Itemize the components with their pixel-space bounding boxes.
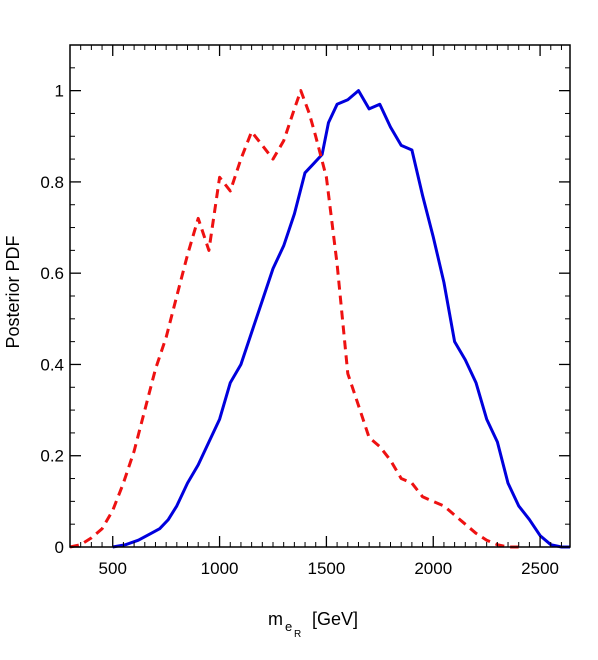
x-tick-label: 2500 xyxy=(521,559,559,578)
y-axis-label: Posterior PDF xyxy=(3,235,23,348)
y-tick-label: 0.4 xyxy=(40,355,64,374)
x-axis-label-main: m xyxy=(268,609,283,629)
y-tick-label: 0.8 xyxy=(40,173,64,192)
tick-labels-layer: 500 1000 1500 2000 2500 0 0.2 0.4 0.6 0.8 1 xyxy=(40,82,559,578)
solid-blue-curve xyxy=(112,89,570,549)
y-tick-label: 0.2 xyxy=(40,447,64,466)
x-axis-label-unit: [GeV] xyxy=(312,609,358,629)
x-axis-label-subscript-r: R xyxy=(294,629,301,640)
plot-frame xyxy=(69,44,571,548)
x-tick-label: 1000 xyxy=(201,559,239,578)
ticks-layer xyxy=(69,45,570,548)
x-tick-label: 1500 xyxy=(307,559,345,578)
x-tick-label: 500 xyxy=(99,559,127,578)
dashed-red-curve xyxy=(69,89,519,549)
x-axis-label: m e R [GeV] xyxy=(268,609,358,640)
y-tick-label: 0 xyxy=(55,538,64,557)
x-tick-label: 2000 xyxy=(414,559,452,578)
x-axis-label-subscript-e: e xyxy=(285,619,292,634)
y-tick-label: 1 xyxy=(55,82,64,101)
series-layer xyxy=(69,89,570,549)
y-tick-label: 0.6 xyxy=(40,264,64,283)
